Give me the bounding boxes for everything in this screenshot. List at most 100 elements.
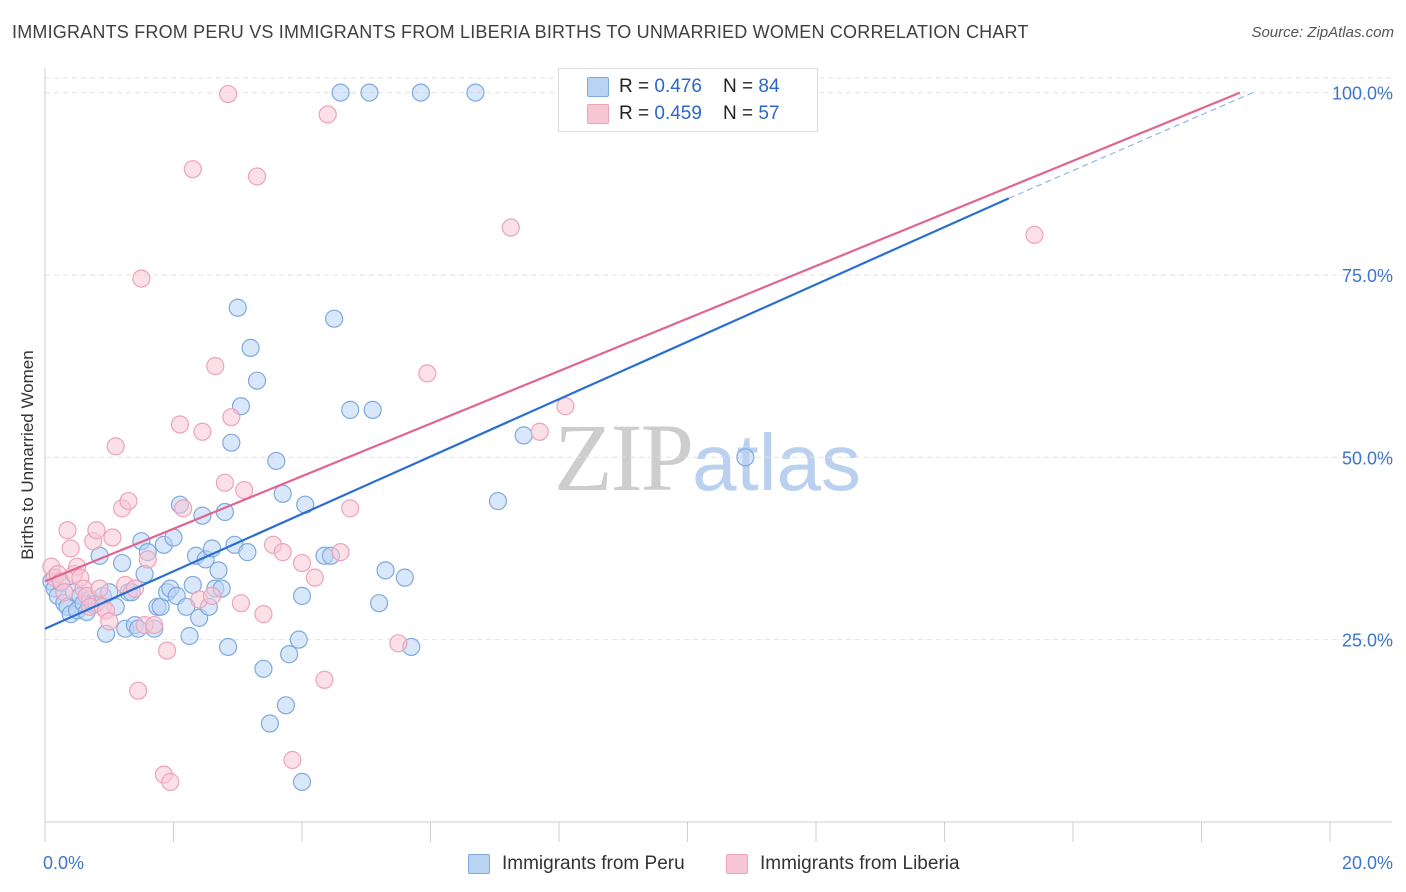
series-legend-liberia: Immigrants from Liberia xyxy=(726,852,960,876)
liberia-point xyxy=(501,218,520,237)
axes xyxy=(44,68,1392,842)
peru-point xyxy=(273,484,292,503)
liberia-point xyxy=(530,422,549,441)
peru-point xyxy=(370,594,389,613)
peru-point xyxy=(180,626,199,646)
liberia-point xyxy=(100,612,119,631)
peru-point xyxy=(228,298,247,317)
liberia-point xyxy=(1025,225,1044,244)
peru-trend-line xyxy=(44,197,1010,630)
peru-point xyxy=(260,714,279,733)
peru-point xyxy=(209,561,228,580)
liberia-point xyxy=(170,415,190,434)
peru-legend-swatch xyxy=(468,854,490,874)
legend-peru-r-label: R = xyxy=(619,76,655,97)
liberia-point xyxy=(161,772,180,791)
peru-point xyxy=(241,338,260,357)
liberia-point xyxy=(215,473,234,492)
liberia-point xyxy=(157,641,177,660)
liberia-point xyxy=(129,681,148,700)
liberia-point xyxy=(292,553,312,573)
chart-title: IMMIGRANTS FROM PERU VS IMMIGRANTS FROM … xyxy=(12,22,1029,42)
liberia-point xyxy=(247,167,267,186)
liberia-point xyxy=(183,160,202,179)
liberia-point xyxy=(231,594,251,613)
peru-point xyxy=(276,696,296,715)
liberia-points xyxy=(42,83,1044,791)
liberia-point xyxy=(341,499,360,518)
liberia-point xyxy=(222,408,241,427)
liberia-point xyxy=(202,586,222,605)
peru-point xyxy=(395,568,414,587)
peru-point xyxy=(736,448,755,467)
liberia-point xyxy=(418,364,437,383)
peru-point xyxy=(238,543,257,562)
liberia-point xyxy=(145,615,164,635)
x-tick-label-min: 0.0% xyxy=(43,853,84,873)
peru-point xyxy=(376,561,395,580)
liberia-point xyxy=(106,437,125,456)
peru-point xyxy=(289,630,308,649)
x-tick-label-max: 20.0% xyxy=(1342,853,1393,873)
watermark-atlas: atlas xyxy=(692,418,861,507)
liberia-point xyxy=(58,521,77,540)
liberia-legend-label: Immigrants from Liberia xyxy=(760,853,960,874)
tick-labels: 25.0% 50.0% 75.0% 100.0% 0.0% 20.0% xyxy=(43,84,1393,873)
liberia-point xyxy=(389,634,408,653)
legend-peru-stats: R = 0.476 N = 84 xyxy=(619,76,780,98)
liberia-point xyxy=(61,539,80,558)
legend-liberia-n-value: 57 xyxy=(758,103,780,124)
liberia-point xyxy=(283,750,302,770)
liberia-point xyxy=(132,269,151,288)
peru-point xyxy=(363,400,382,419)
peru-trend-extension xyxy=(1008,92,1254,199)
peru-point xyxy=(411,83,430,102)
peru-point xyxy=(112,553,132,573)
liberia-point xyxy=(206,357,225,376)
peru-point xyxy=(360,83,379,102)
legend-peru-n-label: N = xyxy=(723,76,759,97)
peru-point xyxy=(292,772,312,791)
liberia-point xyxy=(219,84,238,104)
liberia-point xyxy=(235,481,254,500)
y-tick-label: 100.0% xyxy=(1332,84,1393,104)
y-tick-label: 75.0% xyxy=(1342,266,1393,286)
legend-peru-n-value: 84 xyxy=(758,76,780,97)
liberia-point xyxy=(119,491,138,511)
liberia-point xyxy=(305,568,324,587)
peru-swatch xyxy=(587,77,609,97)
liberia-point xyxy=(556,397,575,416)
y-tick-label: 25.0% xyxy=(1342,631,1393,651)
trend-lines xyxy=(44,91,1254,630)
correlation-legend: R = 0.476 N = 84 R = 0.459 N = 57 xyxy=(558,68,818,132)
peru-point xyxy=(247,371,267,390)
liberia-point xyxy=(273,543,292,562)
liberia-legend-swatch xyxy=(726,854,748,874)
liberia-point xyxy=(87,521,106,540)
liberia-point xyxy=(193,422,212,441)
peru-point xyxy=(331,83,350,102)
liberia-swatch xyxy=(587,104,609,124)
liberia-point xyxy=(138,550,157,569)
liberia-point xyxy=(55,583,74,602)
peru-point xyxy=(292,586,312,605)
liberia-point xyxy=(315,670,334,689)
peru-point xyxy=(254,659,273,678)
peru-point xyxy=(280,645,299,664)
source-credit: Source: ZipAtlas.com xyxy=(1251,24,1394,41)
peru-point xyxy=(267,451,286,471)
legend-peru-r-value: 0.476 xyxy=(654,76,702,97)
peru-point xyxy=(325,309,344,328)
legend-liberia-r-label: R = xyxy=(619,103,655,124)
liberia-point xyxy=(254,605,273,624)
y-tick-label: 50.0% xyxy=(1342,448,1393,468)
liberia-trend-line xyxy=(44,91,1241,583)
peru-point xyxy=(466,83,485,102)
peru-point xyxy=(219,637,238,657)
peru-point xyxy=(222,433,241,452)
legend-liberia-stats: R = 0.459 N = 57 xyxy=(619,103,780,125)
liberia-point xyxy=(90,579,109,598)
series-legend-peru: Immigrants from Peru xyxy=(468,852,685,876)
liberia-point xyxy=(331,543,350,562)
peru-point xyxy=(514,426,533,445)
